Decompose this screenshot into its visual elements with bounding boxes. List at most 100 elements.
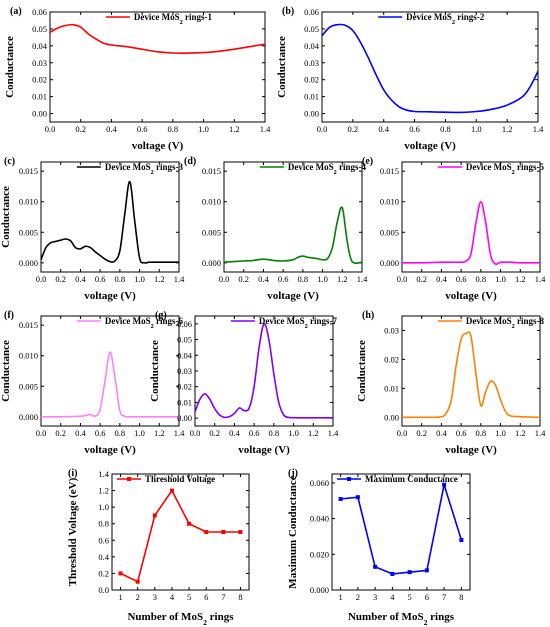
x-tick-label: 8 [459,592,463,602]
panel-c: 0.0 0.2 0.4 0.6 0.8 1.0 1.2 1.4 0.000 0.005 0.010 0… [0,156,185,302]
x-tick-label: 1.4 [535,274,546,284]
data-point-marker [390,571,395,576]
y-tick-label: 0.040 [310,514,329,524]
x-tick-label: 0.6 [409,124,420,134]
legend-label: Device MoS2 rings-7 [259,316,338,330]
x-tick-label: 0.0 [36,274,47,284]
x-tick-label: 0.2 [55,428,66,438]
x-tick-label: 1.2 [308,428,319,438]
x-tick-label: 7 [442,592,446,602]
legend-label: Device MoS2 rings-1 [134,12,213,26]
x-tick-label: 0.8 [298,274,309,284]
x-tick-label: 6 [425,592,429,602]
x-tick-label: 1.0 [495,428,506,438]
x-tick-label: 0.4 [378,124,389,134]
y-tick-label: 0.015 [380,166,399,176]
x-tick-label: 1.4 [357,274,368,284]
x-tick-label: 0.4 [258,274,269,284]
y-tick-label: 0.02 [384,354,399,364]
x-tick-label: 1.4 [174,428,185,438]
plot-frame [49,11,266,123]
x-tick-label: 5 [408,592,412,602]
y-tick-label: 0.010 [19,197,38,207]
y-tick-label: 0.010 [380,197,399,207]
legend-label: Threshold Voltage [145,474,215,484]
x-tick-label: 1.2 [515,428,526,438]
x-tick-label: 8 [238,592,242,602]
legend-label-subscript: 2 [180,19,183,26]
y-tick-label: 0.04 [177,350,193,360]
series-line-b [322,23,538,114]
x-tick-label: 1.2 [154,428,165,438]
x-tick-label: 0.4 [75,274,86,284]
y-tick-label: 0.01 [304,92,319,102]
x-tick-label: 0.6 [278,274,289,284]
legend-label-base: Device MoS [466,316,512,326]
x-tick-label: 1 [339,592,343,602]
x-tick-label: 1.0 [134,428,145,438]
data-point-marker [221,530,226,534]
legend-label-tail: rings-1 [183,12,213,22]
legend-label-base: Device MoS [105,162,151,172]
x-tick-label: 0.0 [219,274,230,284]
y-tick-label: 0.06 [32,7,47,17]
x-tick-label: 0.2 [55,274,66,284]
x-tick-label: 3 [373,592,377,602]
y-axis-title: Conductance [0,340,12,402]
x-tick-label: 2 [136,592,140,602]
x-tick-label: 1.4 [533,124,544,134]
x-tick-label: 7 [221,592,225,602]
x-tick-label: 0.8 [476,428,487,438]
y-axis-title: Conductance [356,340,368,402]
x-axis-title: Number of MoS2 rings [127,611,234,627]
legend-label-tail: rings-4 [337,162,367,172]
legend-label-subscript: 2 [305,323,308,330]
y-tick-label: 0.02 [177,382,192,392]
y-tick-label: 0.005 [380,227,399,237]
y-tick-label: 0.000 [202,258,221,268]
x-tick-label: 0.8 [115,274,126,284]
y-tick-label: 0.005 [19,381,38,391]
x-axis-title-base: Number of MoS [127,611,203,623]
x-tick-label: 1.0 [198,124,209,134]
data-point-marker [459,538,464,543]
x-tick-label: 0.2 [348,124,359,134]
legend-label: Device MoS2 rings-6 [105,316,184,330]
panel-label: (d) [184,156,196,167]
x-tick-label: 0.8 [115,428,126,438]
y-tick-label: 0.000 [310,585,329,595]
y-tick-label: 0.03 [32,58,47,68]
panel-i: 1 2 3 4 5 6 7 8 0.0 0.2 0.4 0.6 0.8 1.0 1.2 1.4 (i) Numbe… [67,468,250,627]
panel-label: (h) [362,310,374,321]
x-tick-label: 0.8 [476,274,487,284]
y-tick-label: 0.6 [98,535,109,545]
legend-label-subscript: 2 [512,323,515,330]
x-tick-label: 1.0 [317,274,328,284]
plot-frame [223,161,363,273]
legend-label: Device MoS2 rings-3 [105,162,184,176]
series-line-a [50,23,265,54]
legend-label-base: Device MoS [288,162,334,172]
x-tick-label: 0.2 [416,428,427,438]
x-tick-label: 0.4 [229,428,240,438]
x-tick-label: 0.0 [190,428,201,438]
data-point-marker [187,521,192,526]
y-tick-label: 1.0 [98,502,109,512]
panel-e: 0.0 0.2 0.4 0.6 0.8 1.0 1.2 1.4 0.000 0.005 0.010 0… [362,156,546,302]
x-axis-title: voltage (V) [84,444,136,456]
x-tick-label: 0.2 [416,274,427,284]
plot-frame [321,11,539,123]
x-tick-label: 0.2 [209,428,220,438]
legend-label: Device MoS2 rings-2 [406,12,485,26]
y-tick-label: 0.005 [19,227,38,237]
y-tick-label: 0.02 [32,75,47,85]
x-tick-label: 0.0 [36,428,47,438]
panel-g: 0.0 0.2 0.4 0.6 0.8 1.0 1.2 1.4 0.00 0.01 0.02 0.03… [149,310,339,456]
data-point-marker [424,568,429,573]
y-tick-label: 0.05 [177,335,192,345]
data-point-marker [373,564,378,569]
y-tick-label: 0.03 [304,58,319,68]
panel-label: (c) [4,156,15,167]
legend-label: Maximum Conductance [365,474,458,484]
legend-label-base: Threshold Voltage [145,474,215,484]
